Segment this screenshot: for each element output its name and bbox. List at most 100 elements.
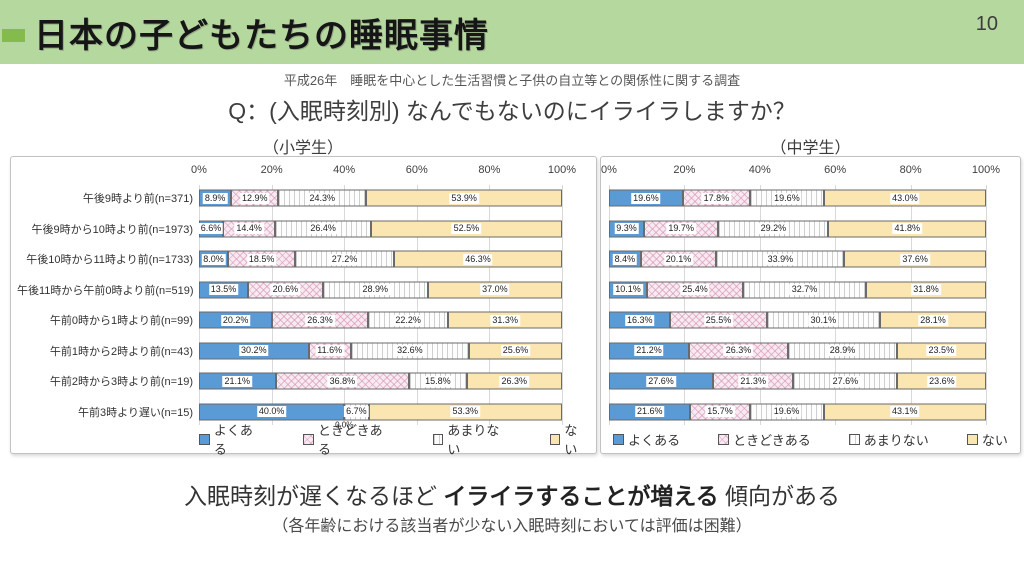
data-label: 25.4% [680,284,710,296]
bar-row: 午後10時から11時より前(n=1733) 8.0% 18.5% 27.2% 46.3% [17,244,590,275]
data-label: 13.5% [208,284,239,296]
question-text: Q：(入眠時刻別) なんでもないのにイライラしますか？ [228,98,796,124]
chart-title-elementary: （小学生） [262,140,343,157]
bar-row: 21.6% 15.7% 19.6% 43.1% [607,397,1014,428]
data-label: 20.2% [220,314,251,326]
category-label: 午前0時から1時より前(n=99) [49,315,193,328]
legend-swatch-icon [199,433,210,445]
chart-panel-middle: 0% 20% 40% 60% 80% 100% 19.6% 17.8% 19.6% 43.0% 9… [600,156,1021,454]
bars-elementary: 午後9時より前(n=371) 8.9% 12.9% 24.3% 53.9% 午後9時から1… [17,183,590,430]
data-label: 0.0% [333,420,356,430]
data-label: 6.7% [344,406,369,418]
gridline [271,185,273,425]
data-label: 19.6% [631,192,661,204]
legend-middle: よくある ときどきある あまりない ない [607,427,1014,451]
stacked-bar: 27.6% 21.3% 27.6% 23.6% [609,372,987,390]
data-label: 40.0% [256,406,287,418]
gridline [684,185,686,425]
data-label: 25.5% [703,314,734,326]
data-label: 32.7% [789,284,820,296]
data-label: 26.3% [305,314,335,326]
bar-track: 21.1% 36.8% 15.8% 26.3% [199,366,562,397]
data-label: 12.9% [239,192,270,204]
gridline [489,185,491,425]
accent-square-icon [2,29,25,42]
data-label: 21.3% [738,375,768,387]
slide-title: 日本の子どもたちの睡眠事情 [34,17,489,55]
legend-label: あまりない [863,432,929,448]
legend-swatch-icon [966,433,978,445]
category-label: 午後9時より前(n=371) [82,193,193,206]
bar-track: 8.9% 12.9% 24.3% 53.9% [199,183,562,214]
bar-track: 21.2% 26.3% 28.9% 23.5% [609,336,986,367]
conclusion-bold: イライラすることが増える [443,483,719,509]
legend-swatch-icon [718,433,730,445]
x-axis-tick: 100% [547,164,577,176]
stacked-bar: 40.0% 0.0% 6.7% 53.3% [199,403,562,430]
data-label: 24.3% [307,192,337,204]
legend-label: よくある [213,423,253,457]
data-label: 43.0% [890,192,920,204]
category-label: 午後10時から11時より前(n=1733) [26,254,193,267]
data-label: 37.6% [900,253,930,265]
stacked-bar: 21.6% 15.7% 19.6% 43.1% [609,403,986,421]
survey-subtitle: 平成26年 睡眠を中心とした生活習慣と子供の自立等との関係性に関する調査 [283,73,741,88]
x-axis-tick: 80% [478,164,501,176]
gridline [416,185,418,425]
data-label: 9.3% [614,223,639,235]
data-label: 21.6% [634,406,665,418]
stacked-bar: 13.5% 20.6% 28.9% 37.0% [199,281,562,299]
category-label: 午後9時から10時より前(n=1973) [31,223,193,236]
x-axis-tick: 40% [333,164,356,176]
legend-item: あまりない [848,430,929,449]
legend-swatch-icon [432,433,444,445]
x-axis-tick: 100% [971,164,1001,176]
legend-item: あまりない [432,420,512,458]
data-label: 8.9% [202,192,228,204]
data-label: 28.9% [827,345,858,357]
category-label: 午前2時から3時より前(n=19) [49,376,193,389]
bar-segment [367,311,449,329]
data-label: 6.6% [198,223,224,235]
bar-row: 午前2時から3時より前(n=19) 21.1% 36.8% 15.8% 26.3% [17,366,590,397]
data-label: 28.9% [360,284,390,296]
category-label: 午前1時から2時より前(n=43) [49,345,193,358]
legend-item: ない [549,420,590,458]
gridlines-middle [609,185,987,425]
legend-label: ときどきある [318,423,383,457]
category-label: 午後11時から午前0時より前(n=519) [17,284,194,297]
x-axis-tick: 80% [899,164,922,176]
data-label: 46.3% [463,253,493,265]
legend-item: ときどきある [718,430,811,449]
bar-row: 午後9時より前(n=371) 8.9% 12.9% 24.3% 53.9% [17,183,590,214]
data-label: 8.0% [201,253,226,265]
gridline [199,185,200,425]
data-label: 21.1% [222,375,253,387]
data-label: 23.6% [927,375,957,387]
data-label: 53.3% [450,406,481,418]
chart-title-middle: （中学生） [770,140,851,157]
stacked-bar: 21.1% 36.8% 15.8% 26.3% [199,372,562,390]
x-axis-tick: 60% [824,164,847,176]
conclusion-text: 入眠時刻が遅くなるほど イライラすることが増える 傾向がある [0,477,1024,511]
x-axis-middle: 0% 20% 40% 60% 80% 100% [601,161,1000,183]
stacked-bar: 8.4% 20.1% 33.9% 37.6% [609,250,986,268]
stacked-bar: 10.1% 25.4% 32.7% 31.8% [609,281,986,299]
data-label: 16.3% [624,314,655,326]
bar-track: 9.3% 19.7% 29.2% 41.8% [609,214,986,245]
bar-row: 午前3時より遅い(n=15) 40.0% 0.0% 6.7% 53.3% [17,397,590,430]
stacked-bar: 20.2% 26.3% 22.2% 31.3% [199,311,562,329]
legend-label: ときどきある [733,432,811,448]
data-label: 18.5% [246,253,277,265]
legend-elementary: よくある ときどきある あまりない ない [199,423,590,457]
bar-row: 19.6% 17.8% 19.6% 43.0% [607,183,1014,214]
data-label: 19.6% [771,406,802,418]
bar-track: 13.5% 20.6% 28.9% 37.0% [199,275,562,306]
bar-track: 30.2% 11.6% 32.6% 25.6% [199,336,562,367]
data-label: 41.8% [892,223,922,235]
data-label: 20.1% [663,253,694,265]
legend-item: ときどきある [303,420,394,458]
legend-swatch-icon [303,433,315,445]
x-axis-tick: 20% [260,164,283,176]
